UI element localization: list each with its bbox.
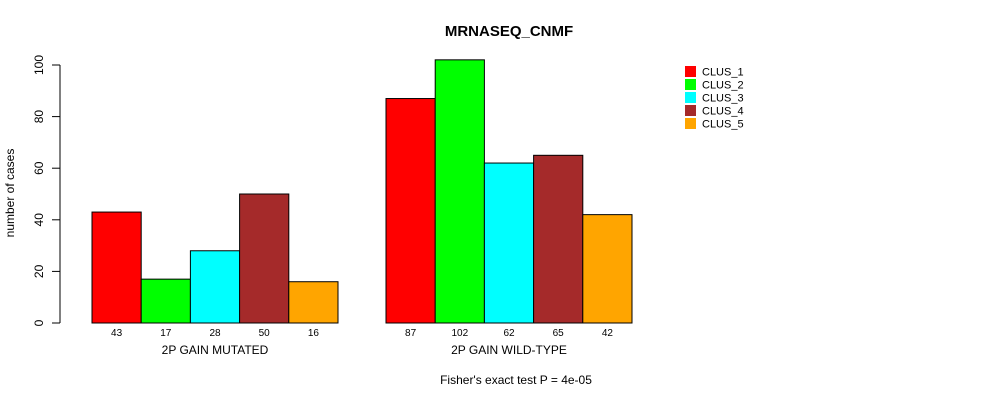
y-tick-label: 20	[32, 264, 46, 278]
bar-value-label: 62	[503, 328, 515, 339]
bar-clus-2-group-2	[434, 59, 485, 324]
bar-clus-1-group-2	[385, 98, 436, 324]
bar-clus-1-group-1	[91, 211, 142, 324]
legend-swatch	[685, 105, 696, 116]
y-tick-label: 80	[32, 110, 46, 124]
y-tick-label: 0	[32, 319, 46, 326]
bar-value-label: 17	[160, 328, 172, 339]
bar-value-label: 87	[405, 328, 417, 339]
legend-swatch	[685, 79, 696, 90]
legend-label: CLUS_5	[702, 119, 744, 131]
y-axis-label: number of cases	[3, 149, 17, 238]
bar-clus-4-group-2	[533, 154, 584, 324]
y-axis: 0 20 40 60 80 100	[32, 55, 61, 326]
y-tick-label: 40	[32, 213, 46, 227]
y-tick-label: 60	[32, 161, 46, 175]
bar-value-label: 16	[308, 328, 320, 339]
bar-clus-3-group-1	[189, 250, 241, 324]
legend-swatch	[685, 118, 696, 129]
legend-label: CLUS_2	[702, 80, 744, 92]
group-label-1: 2P GAIN MUTATED	[162, 343, 269, 357]
bar-clus-2-group-1	[140, 278, 191, 324]
legend-label: CLUS_1	[702, 67, 744, 79]
bar-clus-3-group-2	[483, 162, 535, 324]
legend-swatch	[685, 92, 696, 103]
bar-value-label: 102	[451, 328, 468, 339]
bar-value-label: 28	[209, 328, 221, 339]
legend-swatch	[685, 66, 696, 77]
fisher-test-note: Fisher's exact test P = 4e-05	[440, 373, 592, 387]
bar-clus-5-group-2	[582, 214, 633, 324]
y-tick-label: 100	[32, 55, 46, 75]
chart-title: MRNASEQ_CNMF	[445, 23, 573, 40]
bar-value-label: 65	[553, 328, 565, 339]
group-labels: 2P GAIN MUTATED 2P GAIN WILD-TYPE	[162, 343, 567, 357]
legend-label: CLUS_3	[702, 93, 744, 105]
group-label-2: 2P GAIN WILD-TYPE	[451, 343, 567, 357]
bar-value-label: 42	[602, 328, 614, 339]
bar-value-label: 50	[259, 328, 271, 339]
bar-clus-5-group-1	[288, 281, 339, 324]
bars	[91, 59, 633, 324]
bar-clus-4-group-1	[239, 193, 290, 324]
bar-value-labels: 43 17 28 50 16 87 102 62 65 42	[111, 328, 613, 339]
bar-value-label: 43	[111, 328, 123, 339]
legend-label: CLUS_4	[702, 106, 744, 118]
